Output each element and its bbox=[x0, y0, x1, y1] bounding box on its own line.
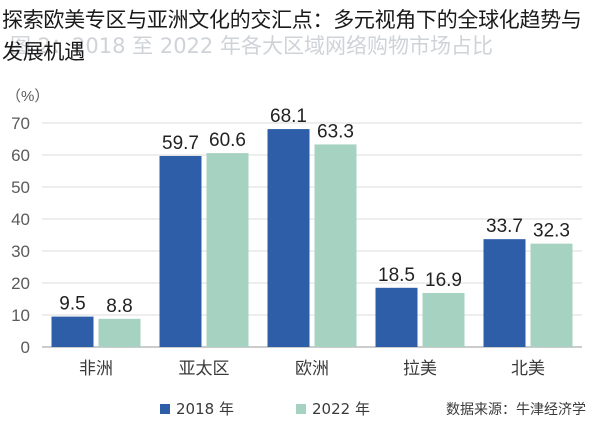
x-category-label: 北美 bbox=[511, 359, 545, 379]
legend-label: 2018 年 bbox=[176, 400, 234, 418]
y-axis: （%） 0 10 20 30 40 50 60 70 bbox=[6, 88, 49, 357]
bar-非洲-2022年 bbox=[98, 318, 141, 347]
source-note: 数据来源：牛津经济学 bbox=[446, 402, 586, 418]
bar-value-label: 63.3 bbox=[317, 121, 354, 142]
x-category-label: 亚太区 bbox=[179, 359, 230, 379]
y-tick-label: 50 bbox=[11, 178, 30, 197]
bar-value-label: 18.5 bbox=[378, 265, 415, 286]
bar-value-label: 9.5 bbox=[59, 294, 85, 315]
legend: 2018 年 2022 年 数据来源：牛津经济学 bbox=[160, 400, 586, 418]
bar-北美-2018年 bbox=[483, 239, 526, 347]
bar-value-label: 68.1 bbox=[270, 106, 307, 127]
y-tick-label: 0 bbox=[21, 338, 30, 357]
bar-拉美-2018年 bbox=[375, 287, 418, 347]
bar-亚太区-2018年 bbox=[159, 155, 202, 347]
bar-亚太区-2022年 bbox=[206, 153, 249, 347]
x-category-label: 非洲 bbox=[79, 359, 113, 379]
y-tick-label: 30 bbox=[11, 242, 30, 261]
bar-value-label: 33.7 bbox=[486, 216, 523, 237]
bar-value-label: 16.9 bbox=[425, 270, 462, 291]
x-axis: 非洲 亚太区 欧洲 拉美 北美 bbox=[79, 359, 545, 379]
y-tick-label: 60 bbox=[11, 146, 30, 165]
legend-label: 2022 年 bbox=[312, 400, 370, 418]
x-category-label: 拉美 bbox=[403, 359, 437, 379]
y-unit-label: （%） bbox=[6, 88, 49, 105]
x-category-label: 欧洲 bbox=[295, 359, 329, 379]
y-tick-label: 10 bbox=[11, 306, 30, 325]
bar-value-label: 59.7 bbox=[162, 133, 199, 154]
y-tick-label: 40 bbox=[11, 210, 30, 229]
bars bbox=[51, 129, 573, 347]
bar-value-label: 60.6 bbox=[209, 130, 246, 151]
bar-拉美-2022年 bbox=[422, 292, 465, 347]
bar-欧洲-2022年 bbox=[314, 144, 357, 347]
bar-非洲-2018年 bbox=[51, 316, 94, 347]
y-tick-label: 70 bbox=[11, 114, 30, 133]
faint-caption: 图 2：2018 至 2022 年各大区域网络购物市场占比 bbox=[10, 34, 493, 58]
y-tick-label: 20 bbox=[11, 274, 30, 293]
bar-value-label: 32.3 bbox=[533, 221, 570, 242]
bar-北美-2022年 bbox=[530, 243, 573, 347]
legend-swatch bbox=[296, 404, 306, 414]
bar-value-label: 8.8 bbox=[106, 296, 132, 317]
page-title: 探索欧美专区与亚洲文化的交汇点：多元视角下的全球化趋势与发展机遇 bbox=[2, 8, 582, 64]
data-labels: 9.5 8.8 59.7 60.6 68.1 63.3 18.5 16.9 33.7 32.3 bbox=[59, 106, 570, 317]
legend-swatch bbox=[160, 404, 170, 414]
bar-欧洲-2018年 bbox=[267, 129, 310, 347]
